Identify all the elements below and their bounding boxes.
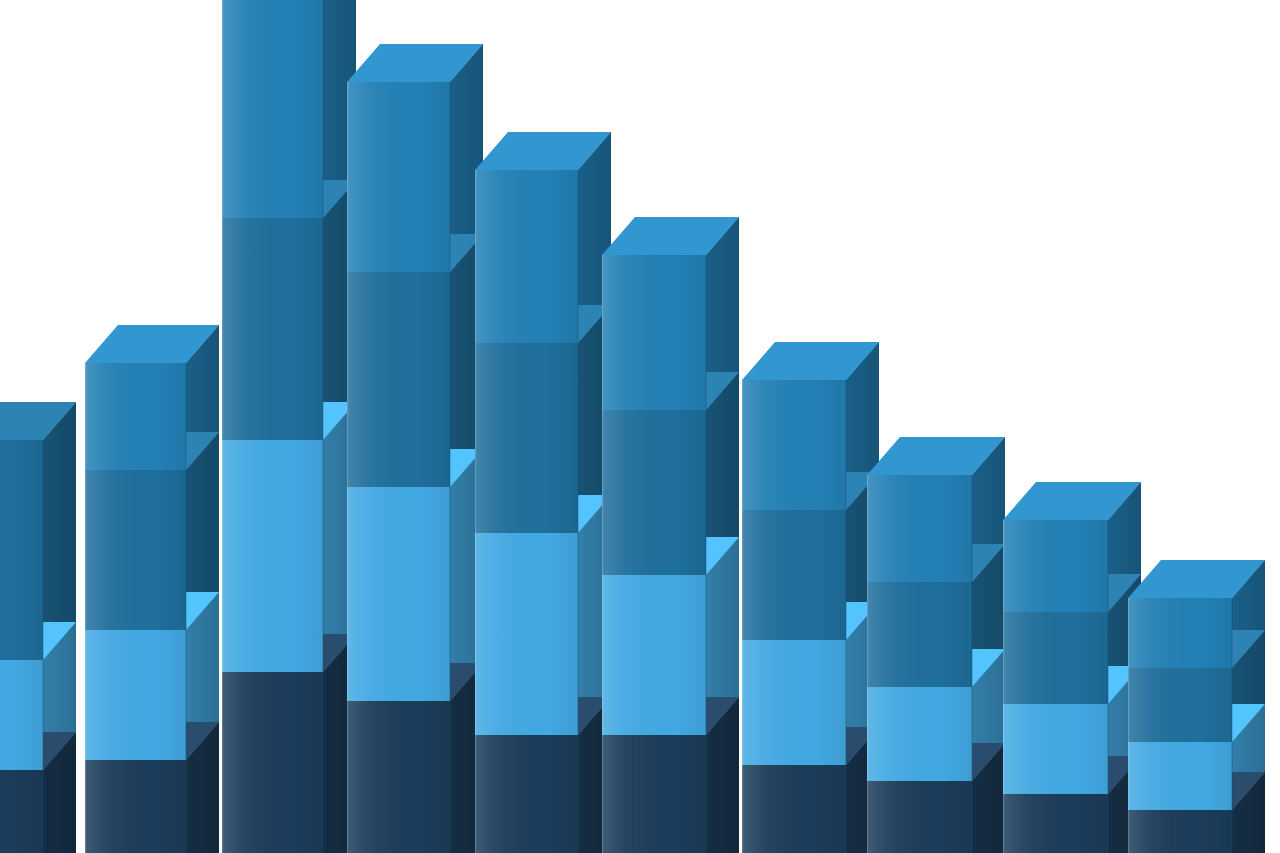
bar-segment-front-segment-light xyxy=(1003,704,1108,794)
bar-segment-front-segment-top xyxy=(867,475,972,582)
bar-column-3[interactable] xyxy=(222,0,356,853)
bar-segment-front-segment-top xyxy=(85,363,186,470)
bar-segment-front-segment-bottom xyxy=(602,735,706,853)
bar-segment-front-segment-light xyxy=(867,687,972,781)
bar-segment-side-segment-top xyxy=(706,217,739,410)
bar-segment-cap-segment-top xyxy=(742,342,879,380)
bar-column-7[interactable] xyxy=(741,342,879,853)
bar-segment-side-segment-top xyxy=(450,44,483,272)
bar-segment-cap-segment-top xyxy=(85,325,219,363)
bar-column-8[interactable] xyxy=(866,437,1005,853)
bar-segment-front-segment-mid xyxy=(1003,612,1108,704)
bar-segment-cap-segment-top xyxy=(1128,560,1265,598)
bar-segment-front-segment-bottom xyxy=(222,672,323,853)
bar-segment-front-segment-mid xyxy=(85,470,186,630)
bar-segment-side-segment-light xyxy=(450,449,483,701)
bar-segment-side-segment-bottom xyxy=(186,722,219,853)
bar-segment-side-segment-mid xyxy=(450,234,483,487)
bar-column-1[interactable] xyxy=(0,402,76,853)
bar-segment-cap-segment-top xyxy=(475,132,611,170)
bar-segment-front-segment-light xyxy=(602,575,706,735)
bar-column-6[interactable] xyxy=(601,217,739,853)
bar-segment-side-segment-bottom xyxy=(43,732,76,853)
bar-segment-front-segment-light xyxy=(222,440,323,672)
bar-segment-cap-segment-mid xyxy=(0,402,76,440)
bar-segment-side-segment-bottom xyxy=(1232,772,1265,853)
bar-column-4[interactable] xyxy=(347,44,483,853)
bar-segment-front-segment-top xyxy=(347,82,450,272)
bar-segment-side-segment-mid xyxy=(706,372,739,575)
bar-segment-front-segment-light xyxy=(347,487,450,701)
bar-segment-front-segment-bottom xyxy=(85,760,186,853)
bar-segment-side-segment-bottom xyxy=(450,663,483,853)
bar-segment-side-segment-mid xyxy=(43,402,76,660)
bar-segment-front-segment-top xyxy=(742,380,846,510)
bar-column-10[interactable] xyxy=(1127,560,1265,853)
bar-segment-front-segment-bottom xyxy=(1128,810,1232,853)
bar-segment-front-segment-mid xyxy=(475,343,578,533)
bar-segment-front-segment-bottom xyxy=(347,701,450,853)
bar-segment-side-segment-top xyxy=(846,342,879,510)
bar-segment-front-segment-bottom xyxy=(867,781,972,853)
bar-segment-front-segment-top xyxy=(222,0,323,218)
bar-segment-cap-segment-top xyxy=(602,217,739,255)
bar-segment-front-segment-bottom xyxy=(742,765,846,853)
bar-segment-front-segment-bottom xyxy=(475,735,578,853)
bar-segment-front-segment-top xyxy=(475,170,578,343)
bar-segment-front-segment-top xyxy=(602,255,706,410)
bar-segment-front-segment-light xyxy=(475,533,578,735)
bar-segment-front-segment-top xyxy=(1003,520,1108,612)
bar-segment-front-segment-bottom xyxy=(0,770,43,853)
bar-segment-front-segment-mid xyxy=(867,582,972,687)
bar-column-9[interactable] xyxy=(1002,482,1141,853)
bar-segment-front-segment-light xyxy=(0,660,43,770)
bar-segment-side-segment-mid xyxy=(186,432,219,630)
bar-segment-front-segment-mid xyxy=(742,510,846,640)
bar-segment-side-segment-light xyxy=(706,537,739,735)
bar-segment-front-segment-top xyxy=(1128,598,1232,668)
bar-column-5[interactable] xyxy=(475,132,611,853)
bar-segment-front-segment-mid xyxy=(347,272,450,487)
bar-segment-front-segment-mid xyxy=(1128,668,1232,742)
bar-segment-front-segment-bottom xyxy=(1003,794,1108,853)
bar-segment-front-segment-mid xyxy=(222,218,323,440)
bar-segment-front-segment-mid xyxy=(0,440,43,660)
bar-segment-side-segment-bottom xyxy=(706,697,739,853)
bar-segment-front-segment-light xyxy=(1128,742,1232,810)
bar-segment-side-segment-light xyxy=(186,592,219,760)
bar-segment-front-segment-mid xyxy=(602,410,706,575)
bar-segment-front-segment-light xyxy=(85,630,186,760)
bar-segment-cap-segment-top xyxy=(1003,482,1141,520)
bar-column-2[interactable] xyxy=(84,325,219,853)
bar-segment-side-segment-bottom xyxy=(972,743,1005,853)
bar-segment-cap-segment-top xyxy=(347,44,483,82)
bar-segment-cap-segment-top xyxy=(867,437,1005,475)
bar-segment-front-segment-light xyxy=(742,640,846,765)
